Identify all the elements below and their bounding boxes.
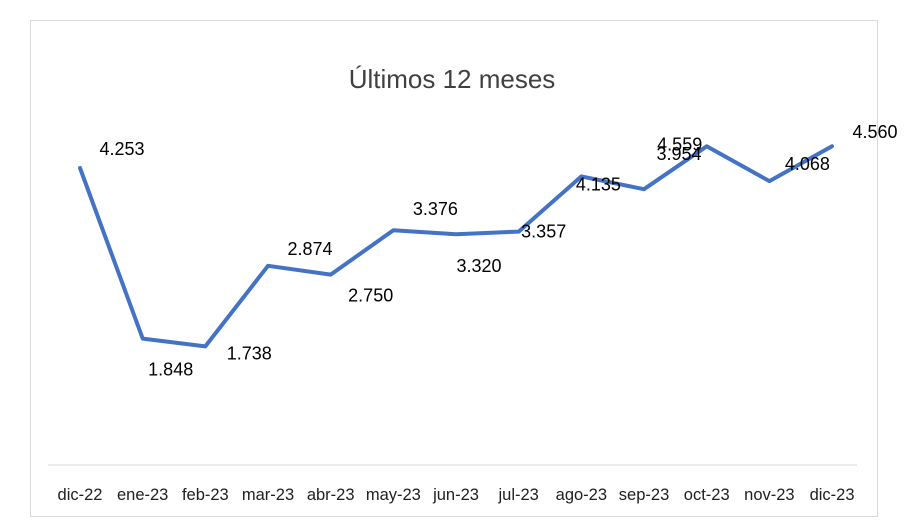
x-tick-label: ago-23	[556, 486, 607, 504]
data-label: 2.874	[287, 239, 332, 259]
x-tick-label: nov-23	[744, 486, 794, 504]
data-label: 4.068	[785, 154, 830, 174]
series-line	[78, 144, 834, 349]
data-label: 3.954	[656, 144, 701, 164]
data-label: 2.750	[348, 286, 393, 306]
x-tick-label: ene-23	[117, 486, 168, 504]
data-label: 4.135	[576, 174, 621, 194]
data-label: 3.320	[456, 256, 501, 276]
x-tick-label: oct-23	[684, 486, 730, 504]
x-tick-label: may-23	[366, 486, 421, 504]
data-label: 1.738	[227, 343, 272, 363]
x-tick-label: mar-23	[242, 486, 294, 504]
data-label: 4.560	[852, 122, 897, 142]
x-tick-label: jul-23	[498, 486, 539, 504]
x-tick-label: dic-22	[58, 486, 103, 504]
chart-frame	[30, 20, 878, 517]
data-label: 3.357	[521, 222, 566, 242]
x-tick-label: abr-23	[307, 486, 355, 504]
data-label: 1.848	[148, 360, 193, 380]
data-label: 4.559	[657, 134, 702, 154]
data-label: 3.376	[413, 199, 458, 219]
x-tick-label: sep-23	[619, 486, 669, 504]
chart-title: Últimos 12 meses	[349, 64, 556, 94]
x-tick-label: jun-23	[432, 486, 479, 504]
x-tick-label: feb-23	[182, 486, 229, 504]
data-label: 4.253	[99, 139, 144, 159]
x-tick-label: dic-23	[810, 486, 855, 504]
